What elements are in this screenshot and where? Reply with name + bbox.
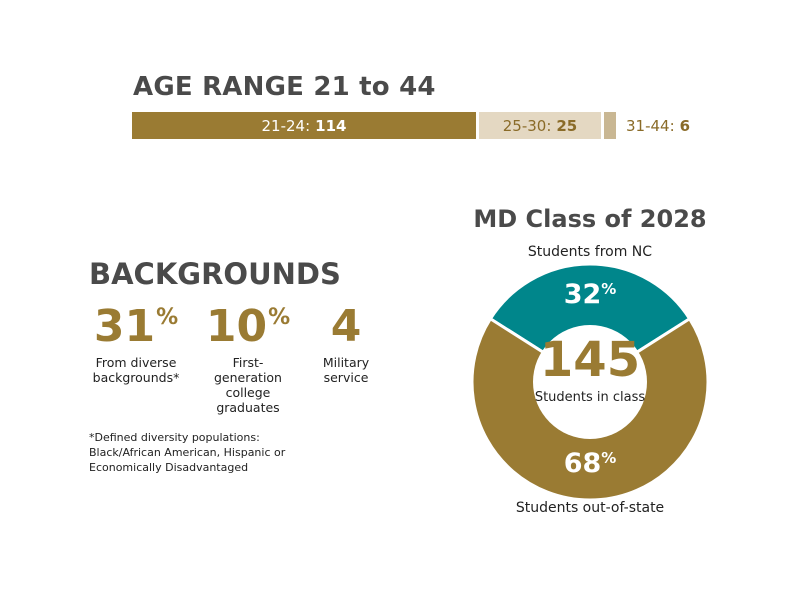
out-of-state-percent-value: 68 [563,448,602,479]
backgrounds-title: BACKGROUNDS [89,257,341,291]
stat-first-gen-label: First-generation college graduates [214,355,282,415]
nc-percent: 32% [540,279,640,310]
stat-military-number: 4 [316,305,376,349]
stat-military-label: Military service [322,355,370,385]
stat-diverse-suffix: % [156,305,179,330]
out-of-state-students-label: Students out-of-state [515,500,665,516]
total-students-number: 145 [539,332,641,388]
donut-hole [533,325,647,439]
age-bar-divider [601,112,604,139]
nc-students-label: Students from NC [527,244,653,260]
age-range-bar: 21-24: 114 25-30: 25 31-44: 6 [132,112,690,139]
stat-first-gen-number: 10% [204,305,292,349]
age-segment-31-44-value: 6 [679,116,691,135]
stat-diverse-label: From diverse backgrounds* [92,355,180,385]
age-segment-21-24: 21-24: 114 [132,112,476,139]
stat-first-gen-value: 10 [205,301,268,352]
stat-first-gen: 10% First-generation college graduates [204,305,292,416]
out-of-state-percent: 68% [540,448,640,479]
stat-diverse: 31% From diverse backgrounds* [82,305,190,386]
stat-diverse-value: 31 [93,301,156,352]
age-segment-25-30: 25-30: 25 [479,112,601,139]
age-segment-21-24-value: 114 [315,116,347,135]
age-segment-31-44-label: 31-44: [626,116,675,135]
nc-percent-value: 32 [563,279,602,310]
age-segment-21-24-label: 21-24: [261,116,311,135]
class-donut-chart [470,262,710,502]
age-segment-31-44 [604,112,616,139]
stat-military-value: 4 [330,301,362,352]
age-segment-25-30-value: 25 [556,116,578,135]
diversity-footnote: *Defined diversity populations: Black/Af… [89,431,286,474]
age-range-title: AGE RANGE 21 to 44 [133,72,436,102]
total-students-label: Students in class [534,390,646,405]
stat-first-gen-suffix: % [268,305,291,330]
nc-percent-suffix: % [601,280,617,298]
age-segment-31-44-caption: 31-44: 6 [626,117,690,135]
stat-military: 4 Military service [316,305,376,386]
age-segment-25-30-label: 25-30: [502,116,552,135]
age-bar-divider [476,112,479,139]
out-of-state-percent-suffix: % [601,449,617,467]
md-class-title: MD Class of 2028 [473,205,707,233]
stat-diverse-number: 31% [82,305,190,349]
donut-slice-nc [488,262,692,384]
